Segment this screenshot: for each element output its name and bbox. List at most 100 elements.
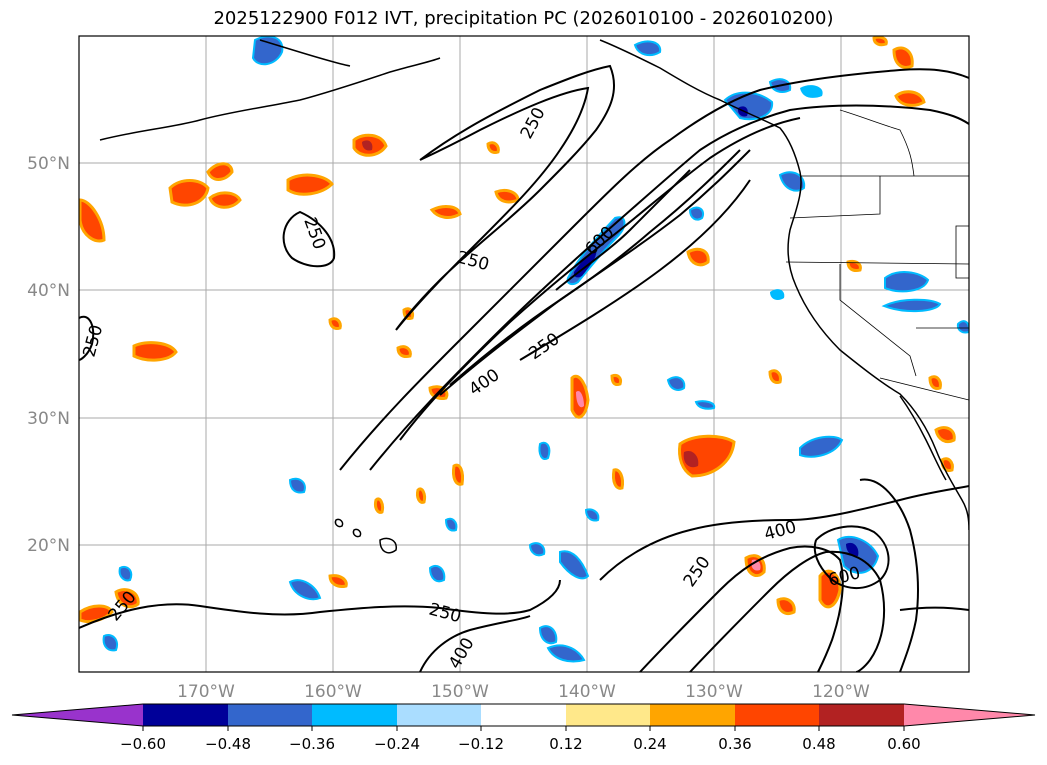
colorbar-ticks xyxy=(142,726,905,731)
precip-neg xyxy=(538,441,551,460)
precip-pos xyxy=(168,179,210,207)
colorbar-tick-label: −0.12 xyxy=(458,735,504,753)
lon-label: 130°W xyxy=(685,682,743,702)
precip-neg xyxy=(288,579,322,601)
precip-pos xyxy=(576,390,584,408)
colorbar-tick-label: −0.48 xyxy=(205,735,251,753)
colorbar-tick-label: 0.60 xyxy=(887,735,920,753)
political-borders xyxy=(785,109,969,401)
precip-pos xyxy=(818,569,842,609)
precip-neg xyxy=(584,508,600,522)
precip-pos xyxy=(894,90,926,107)
ivt-250 xyxy=(79,579,561,629)
colorbar-segment xyxy=(819,704,904,726)
precip-neg xyxy=(770,289,785,300)
lat-label: 40°N xyxy=(27,281,70,301)
precip-pos xyxy=(286,173,335,196)
precip-pos xyxy=(374,497,384,514)
precip-pos xyxy=(114,588,140,609)
ivt-250 xyxy=(399,117,801,441)
precip-neg xyxy=(884,271,930,293)
colorbar-segment xyxy=(735,704,819,726)
precip-pos xyxy=(934,426,956,444)
map-title: 2025122900 F012 IVT, precipitation PC (2… xyxy=(213,8,834,29)
precip-pos xyxy=(686,247,710,267)
lon-label: 160°W xyxy=(304,682,362,702)
precip-neg xyxy=(778,171,806,192)
precip-pos xyxy=(768,369,782,384)
precip-neg xyxy=(102,634,118,652)
precip-neg xyxy=(799,435,844,458)
colorbar-segment xyxy=(312,704,397,726)
ivt-250 xyxy=(599,485,969,581)
border-line xyxy=(839,264,917,377)
precipitation-pc-fills xyxy=(79,36,969,663)
precip-neg xyxy=(633,40,662,57)
colorbar-tick-label: 0.48 xyxy=(802,735,835,753)
ivt-250 xyxy=(689,550,886,672)
colorbar-segment xyxy=(566,704,650,726)
colorbar-segment xyxy=(481,704,566,726)
ivt-400 xyxy=(449,149,741,386)
precip-pos xyxy=(494,188,520,204)
precip-pos xyxy=(396,345,412,358)
na-west-coast xyxy=(599,39,969,531)
precip-pos xyxy=(846,260,862,272)
colorbar-segment xyxy=(650,704,735,726)
colorbar-segment xyxy=(228,704,312,726)
precip-pos xyxy=(362,140,373,151)
precip-neg xyxy=(559,550,590,580)
lon-label: 120°W xyxy=(812,682,870,702)
lon-label: 140°W xyxy=(558,682,616,702)
ivt-250 xyxy=(339,68,969,471)
colorbar-tick-label: −0.36 xyxy=(289,735,335,753)
precip-neg xyxy=(666,376,686,391)
hawaii-island xyxy=(352,528,362,538)
precip-pos xyxy=(429,205,462,219)
precip-neg xyxy=(444,517,458,532)
lon-label: 150°W xyxy=(431,682,489,702)
precip-neg xyxy=(846,542,859,557)
ivt-250 xyxy=(899,606,969,611)
border-line xyxy=(839,109,915,177)
colorbar-tick-label: −0.60 xyxy=(120,735,166,753)
precip-pos xyxy=(683,450,699,468)
lat-label: 20°N xyxy=(27,536,70,556)
precip-neg xyxy=(118,566,133,582)
ivt-250 xyxy=(282,210,336,268)
precip-neg xyxy=(288,477,306,494)
precip-pos xyxy=(776,597,796,615)
border-line xyxy=(955,225,969,279)
precip-neg xyxy=(881,298,942,312)
precip-pos xyxy=(79,198,106,243)
coastlines xyxy=(99,39,969,554)
ivt-600 xyxy=(555,169,691,291)
precip-pos xyxy=(892,46,914,69)
baja-coast xyxy=(899,395,947,481)
precip-pos xyxy=(452,463,464,486)
colorbar-tick-label: 0.24 xyxy=(633,735,666,753)
aleutian-coast xyxy=(99,57,441,141)
lat-label: 30°N xyxy=(27,409,70,429)
border-line xyxy=(879,377,969,401)
precip-pos xyxy=(208,191,242,209)
hawaii-island xyxy=(379,537,397,554)
precip-pos xyxy=(612,468,624,490)
precip-pos xyxy=(328,574,348,588)
precip-neg xyxy=(956,320,969,334)
precip-pos xyxy=(940,457,954,472)
ivt-400 xyxy=(419,615,531,672)
precip-neg xyxy=(694,400,716,410)
colorbar: −0.60 −0.48 −0.36 −0.24 −0.12 0.12 0.24 … xyxy=(11,703,1036,753)
precip-neg xyxy=(538,625,558,645)
precip-pos xyxy=(872,36,888,47)
lon-label: 170°W xyxy=(177,682,235,702)
precip-pos xyxy=(416,487,426,504)
precip-pos xyxy=(132,341,178,362)
border-line xyxy=(785,261,969,265)
ivt-250 xyxy=(79,315,95,361)
ivt-contours xyxy=(79,64,969,672)
precip-neg xyxy=(800,85,823,98)
precip-pos xyxy=(328,317,342,330)
